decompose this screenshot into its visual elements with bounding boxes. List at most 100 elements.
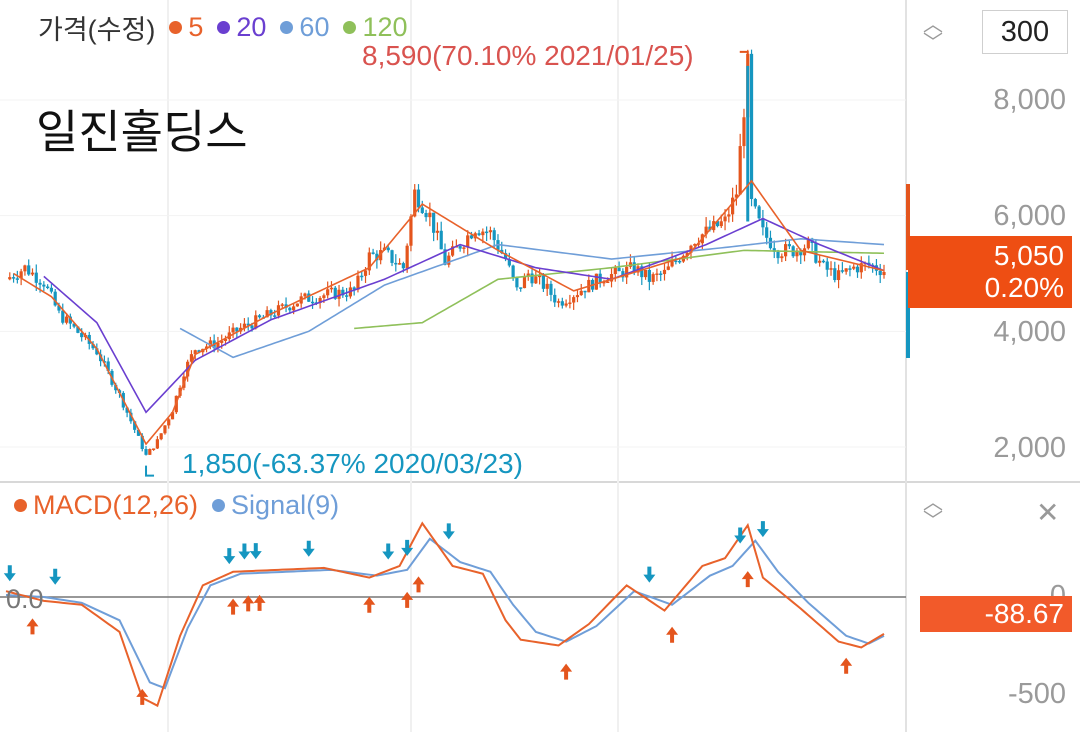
candle-body [246, 323, 250, 326]
candle-body [647, 269, 651, 282]
macd-zero-label: 0.0 [6, 584, 44, 614]
candle-body [723, 216, 727, 222]
candle-body [575, 295, 580, 298]
candle-body [776, 251, 780, 259]
candle-body [821, 260, 826, 263]
candle-body [64, 316, 69, 323]
candle-body [326, 289, 330, 296]
candle-body [409, 216, 413, 246]
low-marker-icon [145, 465, 155, 477]
current-price-badge: 5,050 0.20% [908, 236, 1072, 308]
price-tick-6000: 6,000 [993, 200, 1066, 232]
candle-body [250, 325, 254, 329]
candle-body [114, 384, 118, 391]
candle-body [738, 146, 742, 195]
candle-body [655, 273, 659, 275]
candle-body [265, 310, 269, 318]
candle-body [269, 310, 273, 316]
candle-body [670, 260, 674, 267]
candle-body [742, 117, 746, 147]
candle-body [223, 339, 228, 341]
candle-body [515, 277, 519, 288]
macd-panel-scroll-icon[interactable]: ︿ ﹀ [923, 492, 943, 532]
candle-body [220, 340, 224, 343]
candle-body [329, 287, 334, 290]
candle-body [666, 266, 670, 270]
candle-body [553, 294, 557, 303]
candle-body [806, 238, 810, 249]
sell-arrow-icon [401, 539, 414, 556]
candle-body [606, 281, 610, 284]
candle-body [674, 260, 678, 263]
low-annotation: 1,850(-63.37% 2020/03/23) [182, 448, 523, 479]
candle-body [280, 304, 284, 306]
candle-body [469, 235, 474, 239]
candle-body [859, 263, 863, 273]
candle-body [560, 301, 564, 306]
candle-body [295, 303, 300, 307]
candle-body [288, 307, 292, 311]
candle-body [159, 433, 163, 440]
period-input[interactable]: 300 [982, 10, 1068, 54]
candle-body [167, 419, 171, 426]
buy-arrow-icon [741, 571, 754, 588]
buy-arrow-icon [363, 596, 376, 613]
candle-body [609, 274, 614, 282]
candle-body [49, 287, 54, 292]
buy-arrow-icon [412, 576, 425, 593]
candle-body [878, 270, 882, 276]
close-icon[interactable]: ✕ [1036, 497, 1060, 528]
candle-body [144, 448, 148, 455]
candle-body [678, 260, 682, 263]
candle-body [125, 407, 129, 413]
sell-arrow-icon [223, 548, 236, 565]
sell-arrow-icon [643, 566, 656, 583]
sell-arrow-icon [3, 565, 16, 582]
candle-body [795, 250, 799, 257]
candle-body [23, 265, 27, 272]
candle-body [307, 293, 311, 302]
candle-body [753, 198, 757, 207]
sell-arrow-icon [49, 568, 62, 585]
price-panel-scroll-icon[interactable]: ︿ ﹀ [923, 14, 943, 54]
candle-body [386, 247, 390, 251]
buy-arrow-icon [253, 594, 266, 611]
candle-body [401, 263, 405, 269]
candle-body [522, 276, 527, 289]
price-tick-8000: 8,000 [993, 84, 1066, 116]
candle-body [80, 332, 84, 338]
candle-body [617, 267, 621, 272]
candle-body [8, 277, 12, 280]
candle-body [704, 226, 708, 235]
candle-body [318, 297, 322, 303]
candle-body [27, 265, 31, 275]
buy-arrow-icon [560, 663, 573, 680]
candle-body [76, 326, 80, 333]
ma120-line [354, 249, 885, 330]
candle-body [749, 53, 754, 199]
candle-body [11, 277, 16, 279]
candle-body [625, 266, 629, 278]
candle-body [189, 354, 194, 362]
macd-tick-minus-500: -500 [1007, 678, 1066, 710]
candle-body [61, 310, 65, 323]
candle-body [322, 295, 326, 298]
candle-body [235, 327, 239, 332]
candle-body [390, 250, 394, 263]
ma20-label: 20 [236, 12, 267, 42]
candle-body [530, 273, 534, 284]
stock-name: 일진홀딩스 [36, 105, 248, 159]
price-legend: 가격(수정) 5 20 60 120 [38, 8, 408, 47]
candle-body [57, 305, 61, 311]
candle-body [534, 276, 538, 284]
candle-body [640, 266, 644, 278]
price-range-up-bar [906, 184, 910, 270]
candle-body [310, 301, 315, 304]
candle-body [170, 412, 175, 420]
candle-body [53, 291, 57, 306]
high-annotation: 8,590(70.10% 2021/01/25) [362, 40, 694, 71]
candle-body [787, 244, 791, 247]
sell-arrow-icon [442, 523, 455, 540]
sell-arrow-icon [249, 543, 262, 560]
